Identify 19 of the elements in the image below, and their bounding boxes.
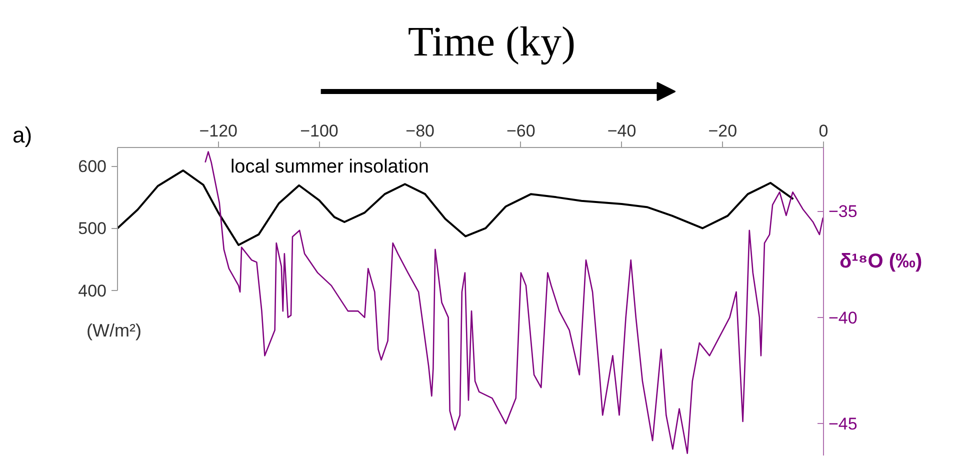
y-tick-label: 400	[78, 281, 107, 300]
y-axis-title: (W/m²)	[86, 320, 142, 340]
x-tick-label: 0	[818, 122, 828, 140]
x-tick-label: −100	[300, 122, 338, 140]
text: a)	[12, 122, 32, 148]
y-tick-label: 600	[78, 157, 107, 176]
y2-tick-label: −35	[828, 202, 858, 222]
line-series	[204, 151, 824, 454]
x-tick-label: −40	[607, 122, 636, 140]
y2-tick-label: −40	[828, 308, 858, 328]
y2-axis-title: δ¹⁸O (‰)	[840, 250, 922, 272]
y2-tick-label: −45	[828, 414, 858, 434]
x-tick-label: −120	[199, 122, 238, 140]
x-tick-label: −60	[506, 122, 536, 140]
series-label: local summer insolation	[230, 156, 429, 178]
x-tick-label: −20	[708, 122, 738, 140]
x-tick-label: −80	[406, 122, 434, 140]
y-tick-label: 500	[78, 219, 107, 238]
chart-title: Time (ky)	[408, 20, 576, 66]
